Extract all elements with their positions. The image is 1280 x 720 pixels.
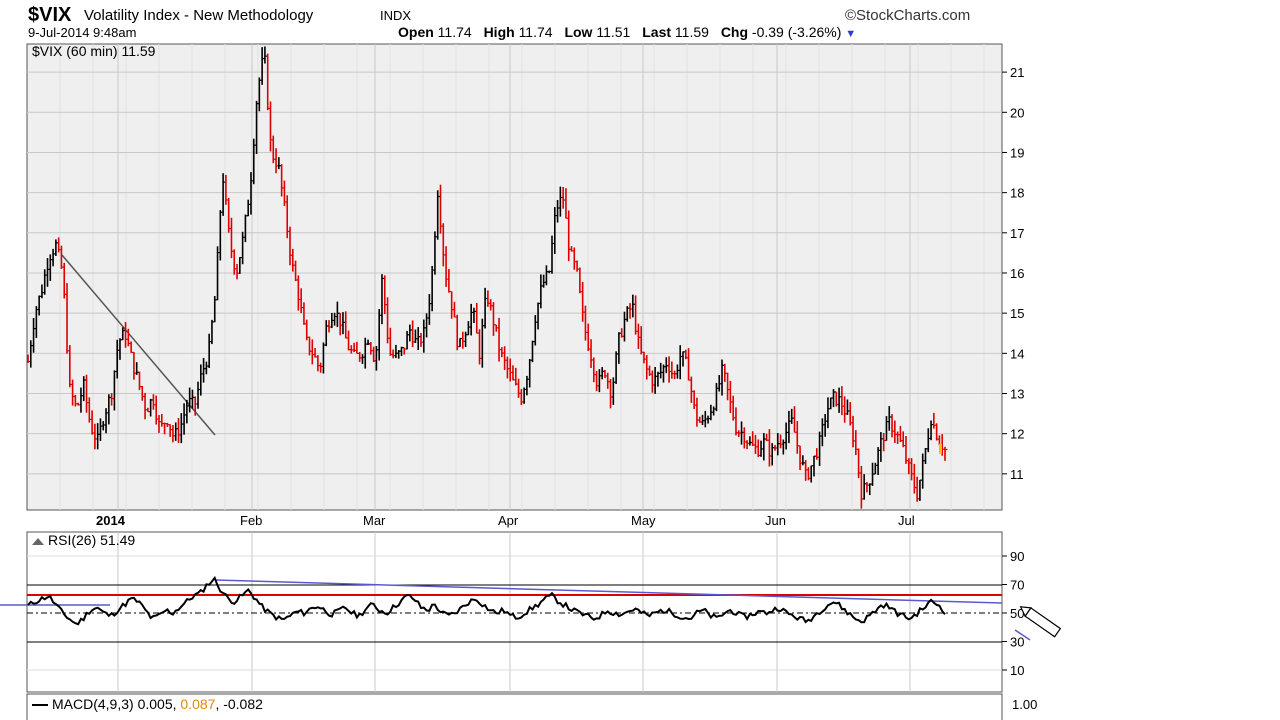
- price-gridlines: [59, 44, 985, 510]
- rsi-legend-icon: [32, 538, 44, 545]
- ohlc-readout: Open 11.74 High 11.74 Low 11.51 Last 11.…: [398, 24, 856, 40]
- last-label: Last: [642, 24, 672, 40]
- low-label: Low: [564, 24, 593, 40]
- rsi-y-axis: 10 30 50 70 90: [27, 549, 1024, 678]
- pencil-cursor-icon: [1019, 606, 1062, 638]
- chart-exchange: INDX: [380, 8, 412, 23]
- chart-date: 9-Jul-2014 9:48am: [28, 25, 137, 40]
- stockcharts-logo: ©StockCharts.com: [845, 7, 971, 24]
- macd-y-tick: 1.00: [1012, 697, 1037, 712]
- price-y-axis: 11 12 13 14 15 16 17 18 19 20 21: [27, 65, 1024, 482]
- price-panel: [26, 43, 1003, 511]
- dropdown-triangle-icon[interactable]: ▼: [845, 28, 857, 40]
- price-y-tick-label: 18: [1010, 186, 1024, 201]
- macd-panel: [26, 693, 1003, 720]
- last-value: 11.59: [674, 24, 709, 40]
- rsi-y-tick-label: 90: [1010, 549, 1024, 564]
- x-tick-label: Mar: [363, 513, 386, 528]
- rsi-legend: RSI(26) 51.49: [48, 532, 135, 548]
- price-y-tick-label: 17: [1010, 226, 1024, 241]
- price-y-tick-label: 11: [1010, 467, 1024, 482]
- x-tick-label: Jun: [765, 513, 786, 528]
- price-x-axis: 2014 Feb Mar Apr May Jun Jul: [96, 513, 915, 528]
- high-label: High: [483, 24, 515, 40]
- rsi-blue-trend-line: [214, 579, 1003, 604]
- open-value: 11.74: [437, 24, 472, 40]
- macd-histogram-value: , -0.082: [215, 696, 263, 712]
- macd-legend-label: MACD(4,9,3) 0.005,: [52, 696, 180, 712]
- low-value: 11.51: [596, 24, 631, 40]
- price-y-tick-label: 13: [1010, 387, 1024, 402]
- price-y-tick-label: 19: [1010, 145, 1024, 160]
- price-y-tick-label: 12: [1010, 427, 1024, 442]
- macd-legend: MACD(4,9,3) 0.005, 0.087, -0.082: [52, 696, 263, 712]
- rsi-gridlines: [117, 532, 911, 692]
- x-tick-label: May: [631, 513, 656, 528]
- x-tick-label: 2014: [96, 513, 126, 528]
- price-y-tick-label: 21: [1010, 65, 1024, 80]
- chg-value: -0.39 (-3.26%): [751, 24, 842, 40]
- price-y-tick-label: 15: [1010, 306, 1024, 321]
- rsi-y-tick-label: 70: [1010, 578, 1024, 593]
- last-bar-marker: [939, 443, 942, 454]
- price-y-tick-label: 20: [1010, 105, 1024, 120]
- macd-signal-value: 0.087: [180, 696, 215, 712]
- chart-security-name: Volatility Index - New Methodology: [84, 7, 314, 24]
- price-y-tick-label: 14: [1010, 346, 1024, 361]
- chart-symbol: $VIX: [28, 4, 72, 26]
- high-value: 11.74: [518, 24, 553, 40]
- rsi-y-tick-label: 30: [1010, 635, 1024, 650]
- rsi-panel: [26, 531, 1003, 693]
- rsi-line: [27, 575, 946, 626]
- price-y-tick-label: 16: [1010, 266, 1024, 281]
- x-tick-label: Jul: [898, 513, 915, 528]
- x-tick-label: Apr: [498, 513, 519, 528]
- price-bars: [27, 46, 948, 509]
- rsi-y-tick-label: 50: [1010, 606, 1024, 621]
- chg-label: Chg: [720, 24, 749, 40]
- rsi-blue-tick: [1014, 629, 1031, 641]
- price-legend: $VIX (60 min) 11.59: [32, 43, 156, 59]
- rsi-y-tick-label: 10: [1010, 663, 1024, 678]
- x-tick-label: Feb: [240, 513, 262, 528]
- open-label: Open: [398, 24, 434, 40]
